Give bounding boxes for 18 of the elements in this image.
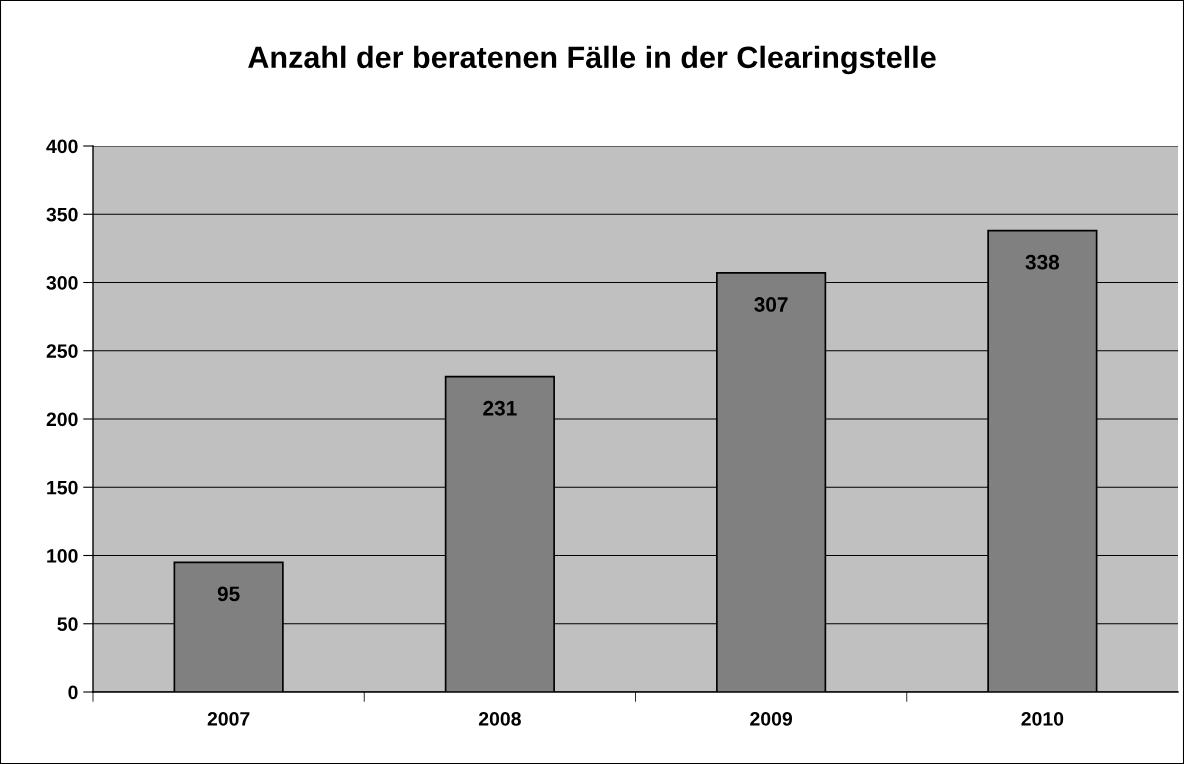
y-tick-label: 150 <box>47 480 78 495</box>
y-tick-label: 100 <box>47 548 78 563</box>
data-label: 338 <box>1025 254 1060 270</box>
x-tick-label: 2009 <box>750 711 793 726</box>
y-tick-label: 0 <box>68 685 78 700</box>
data-label: 95 <box>217 586 240 602</box>
data-label: 307 <box>754 297 788 312</box>
y-tick-label: 350 <box>46 207 78 222</box>
y-tick-label: 300 <box>46 275 78 290</box>
chart-title: Anzahl der beratenen Fälle in der Clearingstelle <box>248 45 936 75</box>
y-tick-label: 50 <box>57 617 78 631</box>
y-tick-label: 200 <box>46 412 78 427</box>
data-label: 231 <box>483 400 517 416</box>
y-tick-label: 400 <box>46 139 78 154</box>
x-tick-label: 2010 <box>1021 711 1064 726</box>
y-tick-label: 250 <box>46 344 78 358</box>
x-tick-label: 2007 <box>207 711 250 726</box>
x-tick-label: 2008 <box>478 711 521 726</box>
